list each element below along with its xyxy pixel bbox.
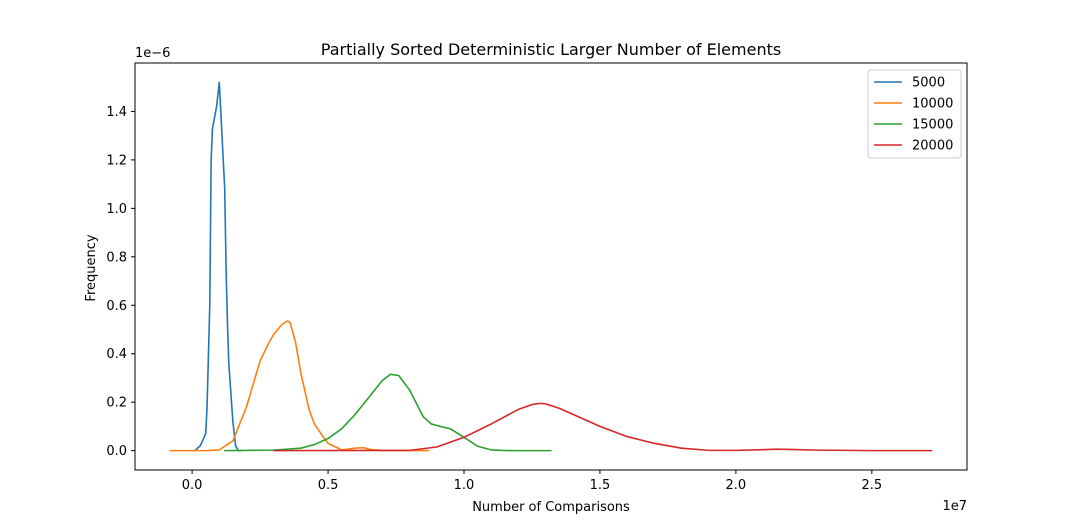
legend-box <box>867 69 962 159</box>
x-tick-label: 2.0 <box>726 478 747 493</box>
legend-label-10000: 10000 <box>912 97 953 112</box>
series-line-15000 <box>223 373 552 452</box>
legend-label-15000: 15000 <box>912 118 953 133</box>
x-tick-label: 0.5 <box>318 478 339 493</box>
legend-label-20000: 20000 <box>912 139 953 154</box>
x-tick-label: 2.5 <box>861 478 882 493</box>
y-tick-label: 1.2 <box>106 153 127 168</box>
x-axis-label: Number of Comparisons <box>472 500 630 515</box>
y-tick-label: 0.4 <box>106 347 127 362</box>
y-tick-label: 0.0 <box>106 444 127 459</box>
x-tick-label: 0.0 <box>182 478 203 493</box>
x-offset-label: 1e7 <box>942 499 967 514</box>
x-tick-label: 1.5 <box>590 478 611 493</box>
x-tick-label: 1.0 <box>454 478 475 493</box>
axes-frame <box>134 62 968 471</box>
plot-area <box>169 81 933 452</box>
x-axis: 0.0 0.5 1.0 1.5 2.0 2.5 <box>182 470 882 493</box>
y-tick-label: 0.8 <box>106 250 127 265</box>
y-axis-label: Frequency <box>84 234 99 301</box>
chart-title: Partially Sorted Deterministic Larger Nu… <box>321 40 781 59</box>
y-tick-label: 0.2 <box>106 396 127 411</box>
series-line-20000 <box>272 402 933 452</box>
y-axis: 0.0 0.2 0.4 0.6 0.8 1.0 1.2 1.4 <box>106 105 135 459</box>
y-offset-label: 1e−6 <box>135 46 170 61</box>
legend-label-5000: 5000 <box>912 76 945 91</box>
y-tick-label: 0.6 <box>106 299 127 314</box>
y-tick-label: 1.4 <box>106 105 127 120</box>
legend: 5000 10000 15000 20000 <box>867 69 962 159</box>
series-line-5000 <box>194 81 242 452</box>
y-tick-label: 1.0 <box>106 202 127 217</box>
